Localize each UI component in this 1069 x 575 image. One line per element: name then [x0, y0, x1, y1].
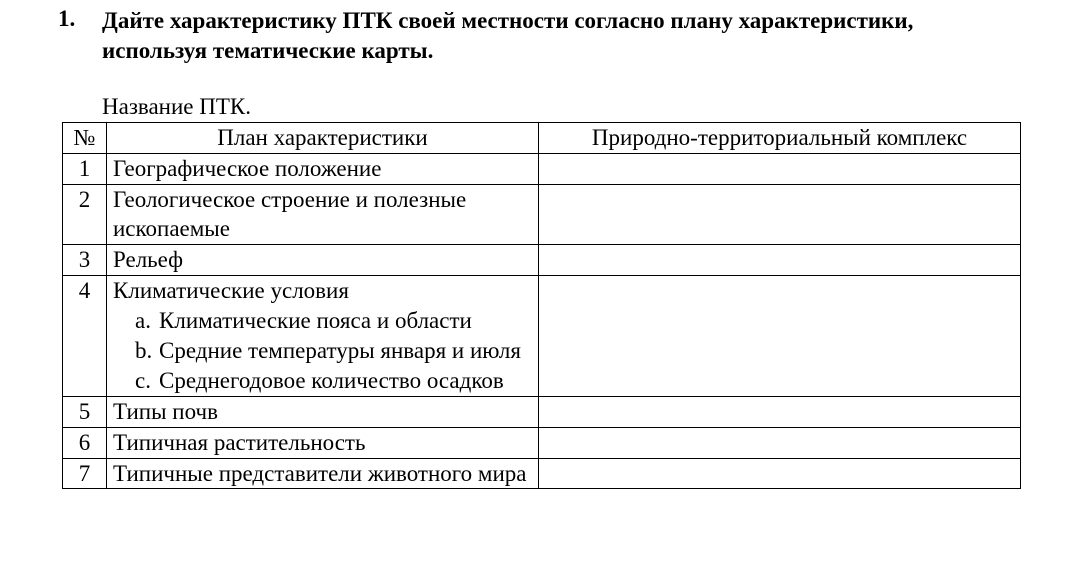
table-cell-plan: Типичная растительность — [107, 427, 539, 458]
table-cell-num: 7 — [63, 458, 107, 489]
table-cell-ptk — [539, 396, 1021, 427]
plan-subitem: a.Климатические пояса и области — [135, 306, 532, 336]
heading-number: 1. — [58, 6, 88, 32]
table-cell-plan: Климатические условияa.Климатические поя… — [107, 276, 539, 397]
plan-sublist: a.Климатические пояса и областиb.Средние… — [113, 306, 532, 396]
plan-text: Рельеф — [113, 245, 532, 275]
table-cell-num: 1 — [63, 153, 107, 184]
table-row: 1Географическое положение — [63, 153, 1021, 184]
characteristic-table: № План характеристики Природно-территори… — [62, 122, 1021, 490]
table-row: 2Геологическое строение и полезные ископ… — [63, 184, 1021, 245]
table-cell-num: 3 — [63, 245, 107, 276]
table-cell-num: 6 — [63, 427, 107, 458]
table-header-plan: План характеристики — [107, 122, 539, 153]
table-cell-ptk — [539, 276, 1021, 397]
table-cell-ptk — [539, 153, 1021, 184]
table-cell-plan: Типичные представители животного мира — [107, 458, 539, 489]
subitem-letter: c. — [135, 366, 159, 396]
subitem-text: Среднегодовое количество осадков — [159, 366, 504, 396]
plan-text: Типичные представители животного мира — [113, 459, 532, 489]
heading-line2: используя тематические карты. — [102, 38, 433, 63]
table-row: 7Типичные представители животного мира — [63, 458, 1021, 489]
plan-text: Геологическое строение и полезные ископа… — [113, 185, 532, 245]
table-cell-ptk — [539, 245, 1021, 276]
heading-line1: Дайте характеристику ПТК своей местности… — [102, 8, 913, 33]
subitem-text: Средние температуры января и июля — [159, 336, 521, 366]
subheading: Название ПТК. — [102, 94, 1031, 120]
plan-text: Типичная растительность — [113, 428, 532, 458]
plan-subitem: b.Средние температуры января и июля — [135, 336, 532, 366]
plan-text: Географическое положение — [113, 154, 532, 184]
table-header-row: № План характеристики Природно-территори… — [63, 122, 1021, 153]
subitem-letter: a. — [135, 306, 159, 336]
heading-text: Дайте характеристику ПТК своей местности… — [88, 6, 913, 66]
table-cell-plan: Геологическое строение и полезные ископа… — [107, 184, 539, 245]
table-row: 4Климатические условияa.Климатические по… — [63, 276, 1021, 397]
table-cell-num: 5 — [63, 396, 107, 427]
table-cell-plan: Рельеф — [107, 245, 539, 276]
table-cell-plan: Географическое положение — [107, 153, 539, 184]
table-cell-ptk — [539, 427, 1021, 458]
heading: 1. Дайте характеристику ПТК своей местно… — [58, 6, 1031, 66]
table-header-num: № — [63, 122, 107, 153]
table-cell-num: 4 — [63, 276, 107, 397]
table-header-ptk: Природно-территориальный комплекс — [539, 122, 1021, 153]
table-cell-ptk — [539, 184, 1021, 245]
plan-text: Типы почв — [113, 397, 532, 427]
table-row: 6Типичная растительность — [63, 427, 1021, 458]
subitem-text: Климатические пояса и области — [159, 306, 472, 336]
table-cell-plan: Типы почв — [107, 396, 539, 427]
plan-text: Климатические условия — [113, 276, 532, 306]
table-row: 5Типы почв — [63, 396, 1021, 427]
table-row: 3Рельеф — [63, 245, 1021, 276]
subitem-letter: b. — [135, 336, 159, 366]
table-cell-ptk — [539, 458, 1021, 489]
table-cell-num: 2 — [63, 184, 107, 245]
plan-subitem: c.Среднегодовое количество осадков — [135, 366, 532, 396]
